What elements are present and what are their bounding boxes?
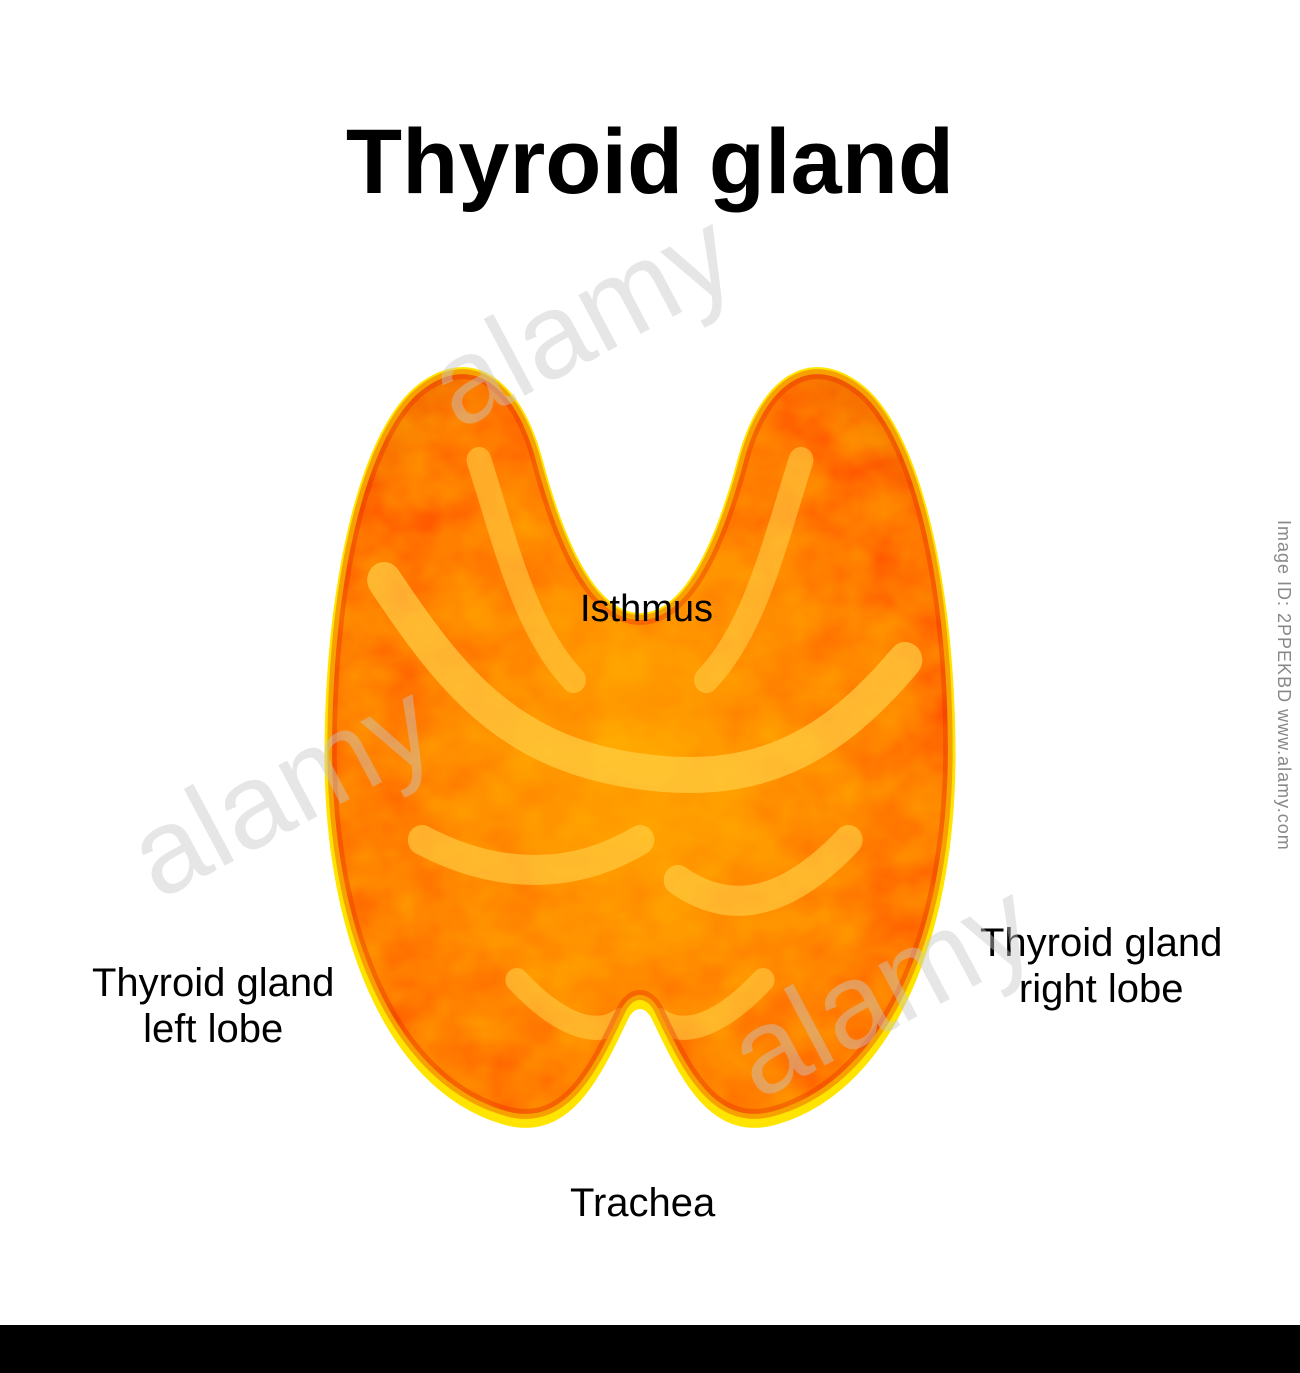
diagram-canvas: Thyroid gland — [0, 0, 1300, 1373]
label-right-lobe: Thyroid gland right lobe — [980, 920, 1222, 1012]
label-trachea: Trachea — [570, 1180, 715, 1226]
thyroid-shape — [280, 320, 1000, 1140]
watermark-side: Image ID: 2PPEKBD www.alamy.com — [1273, 520, 1294, 851]
label-left-lobe: Thyroid gland left lobe — [92, 960, 334, 1052]
diagram-title: Thyroid gland — [0, 110, 1300, 215]
bottom-bar — [0, 1325, 1300, 1373]
label-isthmus: Isthmus — [580, 588, 713, 632]
